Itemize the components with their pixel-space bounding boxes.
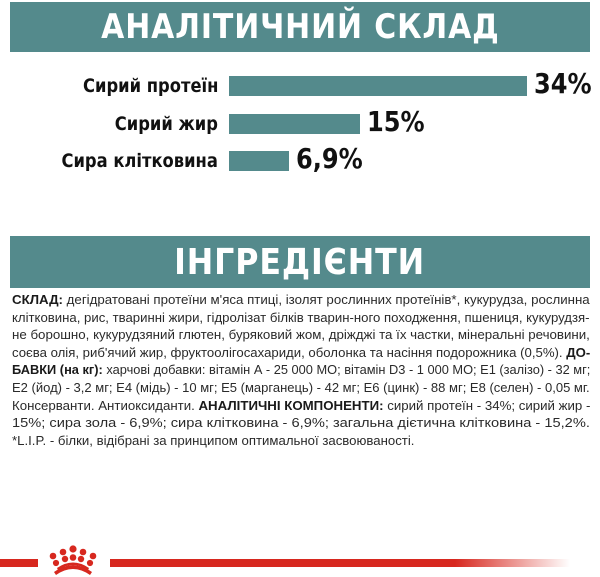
- ingredients-bold-label: ДО-: [566, 344, 591, 360]
- chart-row-label-text: Сирий жир: [114, 113, 218, 135]
- ingredients-line: 15%; сира зола - 6,9%; сира клітковина -…: [12, 414, 600, 432]
- ingredients-bold-label: БАВКИ (на кг):: [12, 362, 103, 378]
- chart-bar: [229, 151, 289, 171]
- ingredients-text-segment: 15%; сира зола - 6,9%; сира клітковина -…: [12, 415, 590, 431]
- footer-red-line-left: [0, 559, 38, 567]
- ingredients-text-segment: Е2 (йод) - 3,2 мг; Е4 (мідь) - 10 мг; Е5…: [12, 379, 590, 395]
- ingredients-text-segment: Консерванти. Антиоксиданти.: [12, 397, 199, 413]
- ingredients-line: *L.I.P. - білки, відібрані за принципом …: [12, 432, 592, 450]
- ingredients-line: БАВКИ (на кг): харчові добавки: вітамін …: [12, 361, 590, 379]
- ingredients-text-segment: харчові добавки: вітамін А - 25 000 МО; …: [102, 362, 591, 378]
- chart-value-text: 34%: [534, 67, 592, 100]
- chart-value-text: 15%: [367, 105, 425, 138]
- chart-row: Сирий протеїн 34%: [0, 67, 600, 100]
- ingredients-text-segment: не борошно, кукурудзяний глютен, буряков…: [12, 327, 590, 343]
- footer-red-line-right: [110, 559, 570, 567]
- ingredients-text-segment: дегідратовані протеїни м'яса птиці, ізол…: [62, 292, 590, 307]
- chart-row-label: Сирий протеїн: [61, 73, 218, 99]
- chart-row-label-text: Сирий протеїн: [82, 75, 218, 97]
- ingredients-text-segment: сирий протеїн - 34%; сирий жир -: [383, 397, 591, 413]
- chart-value-label: 6,9%: [296, 142, 374, 175]
- chart-row-label: Сира клітковина: [36, 148, 218, 174]
- ingredients-line: Консерванти. Антиоксиданти. АНАЛІТИЧНІ К…: [12, 397, 595, 415]
- ingredients-text-segment: клітковина, рис, тваринні жири, гідроліз…: [12, 309, 590, 325]
- chart-row-label: Сирий жир: [98, 111, 218, 137]
- chart-value-label: 34%: [534, 67, 600, 100]
- ingredients-text: СКЛАД: дегідратовані протеїни м'яса птиц…: [12, 291, 592, 449]
- ingredients-line: СКЛАД: дегідратовані протеїни м'яса птиц…: [12, 291, 596, 309]
- chart-bar: [229, 114, 360, 134]
- chart-value-label: 15%: [367, 105, 434, 138]
- chart-row: Сира клітковина 6,9%: [0, 142, 600, 175]
- analytics-bar-chart: Сирий протеїн 34% Сирий жир 15% Сира клітков…: [0, 60, 600, 190]
- analytics-header-title: АНАЛІТИЧНИЙ СКЛАД: [100, 7, 500, 47]
- ingredients-bold-label: СКЛАД:: [12, 292, 63, 307]
- chart-bar: [229, 76, 527, 96]
- chart-row-label-text: Сира клітковина: [61, 150, 218, 172]
- ingredients-line: соєва олія, риб'ячий жир, фруктоолігосах…: [12, 344, 591, 362]
- ingredients-bold-label: АНАЛІТИЧНІ КОМПОНЕНТИ:: [198, 397, 384, 413]
- ingredients-text-segment: соєва олія, риб'ячий жир, фруктоолігосах…: [12, 344, 567, 360]
- royal-canin-crown-icon: [49, 545, 97, 575]
- ingredients-text-segment: *L.I.P. - білки, відібрані за принципом …: [12, 432, 415, 448]
- ingredients-line: не борошно, кукурудзяний глютен, буряков…: [12, 326, 597, 344]
- ingredients-line: Е2 (йод) - 3,2 мг; Е4 (мідь) - 10 мг; Е5…: [12, 379, 590, 397]
- chart-value-text: 6,9%: [296, 142, 363, 175]
- chart-row: Сирий жир 15%: [0, 105, 600, 138]
- ingredients-header-title: ІНГРЕДІЄНТИ: [174, 241, 426, 283]
- ingredients-header: ІНГРЕДІЄНТИ: [10, 236, 590, 288]
- analytics-header: АНАЛІТИЧНИЙ СКЛАД: [10, 2, 590, 52]
- ingredients-line: клітковина, рис, тваринні жири, гідроліз…: [12, 309, 591, 327]
